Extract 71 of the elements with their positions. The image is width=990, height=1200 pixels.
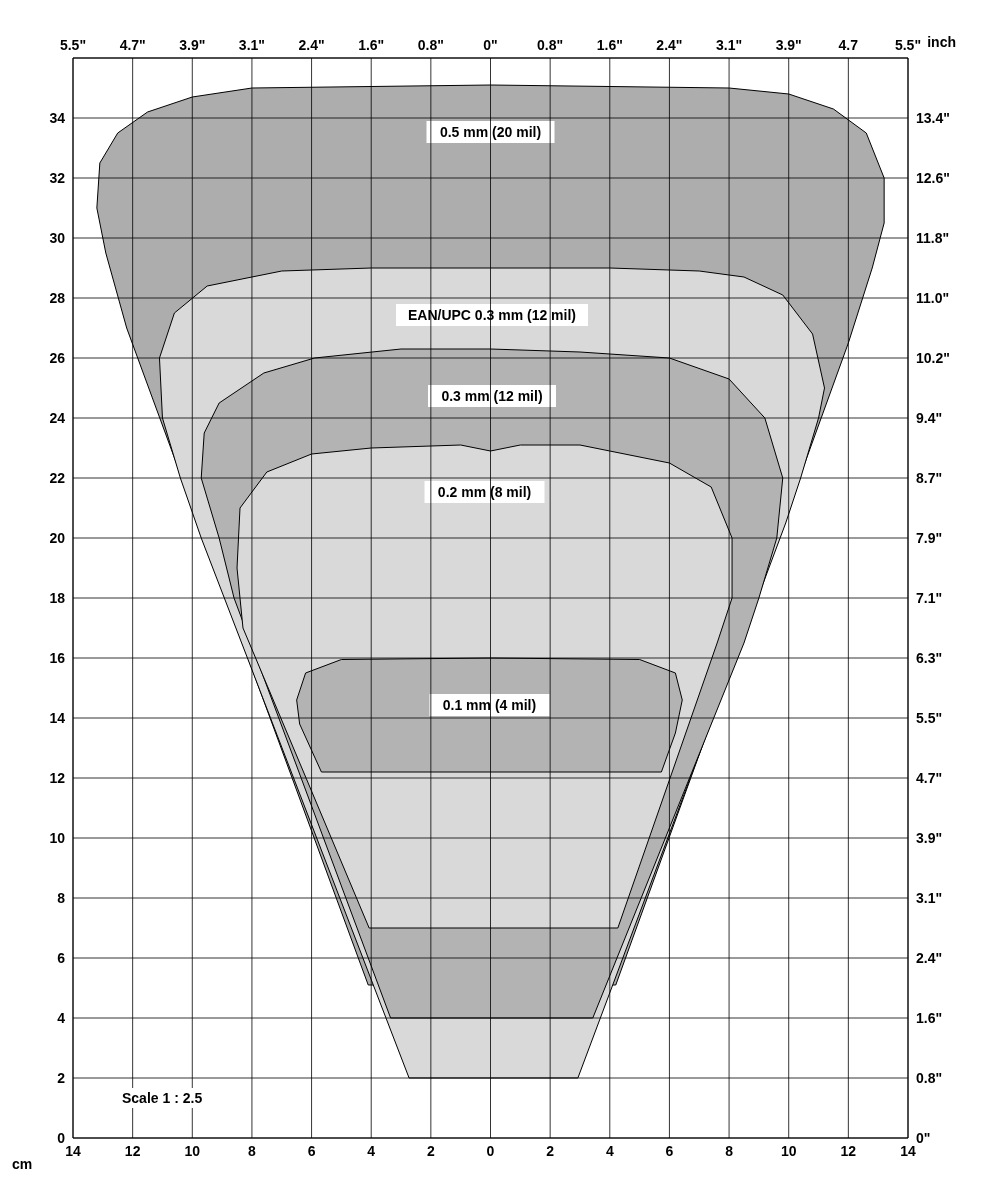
y-tick-label: 34 — [49, 109, 66, 126]
y-tick-label: 28 — [49, 289, 66, 306]
x-tick-label: 8 — [248, 1142, 257, 1159]
y2-tick-label: 7.9" — [916, 529, 943, 546]
x2-tick-label: 3.9" — [775, 37, 802, 53]
y-tick-label: 32 — [49, 169, 66, 186]
x2-tick-label: 4.7 — [838, 37, 859, 53]
y2-tick-label: 11.0" — [916, 289, 950, 306]
y-tick-label: 22 — [49, 469, 66, 486]
x-tick-label: 4 — [367, 1142, 376, 1159]
y2-tick-label: 3.9" — [916, 829, 943, 846]
series-label: 0.3 mm (12 mil) — [441, 388, 543, 404]
y2-tick-label: 4.7" — [916, 770, 943, 786]
y-tick-label: 10 — [49, 829, 66, 846]
y-tick-label: 6 — [57, 949, 66, 966]
x2-tick-label: 1.6" — [358, 37, 385, 53]
y2-tick-label: 7.1" — [916, 589, 943, 606]
y2-tick-label: 12.6" — [916, 169, 950, 186]
x2-tick-label: 0" — [483, 37, 498, 53]
y-tick-label: 20 — [49, 529, 66, 546]
annotation: Scale 1 : 2.5 — [118, 1088, 207, 1108]
y-tick-label: 0 — [57, 1129, 66, 1146]
y-tick-label: 18 — [49, 589, 66, 606]
y2-tick-label: 3.1" — [916, 889, 943, 906]
x-tick-label: 6 — [665, 1142, 674, 1159]
x-tick-label: 10 — [184, 1142, 201, 1159]
y2-tick-label: 10.2" — [916, 349, 950, 366]
x-tick-label: 4 — [605, 1142, 614, 1159]
y2-tick-label: 0.8" — [916, 1070, 943, 1086]
x-tick-label: 6 — [307, 1142, 316, 1159]
x2-tick-label: 5.5" — [894, 37, 922, 53]
y2-tick-label: 6.3" — [916, 649, 943, 666]
y2-axis-title: inch — [927, 34, 956, 50]
y2-tick-label: 9.4" — [916, 409, 943, 426]
y2-tick-label: 8.7" — [916, 469, 943, 486]
x-tick-label: 2 — [546, 1142, 555, 1159]
x-axis-title: cm — [12, 1156, 33, 1172]
x2-tick-label: 5.5" — [59, 37, 87, 53]
y2-tick-label: 1.6" — [916, 1009, 943, 1026]
x-tick-label: 12 — [840, 1142, 857, 1159]
series-label: 0.1 mm (4 mil) — [442, 697, 537, 713]
y-tick-label: 14 — [49, 709, 66, 726]
y2-tick-label: 11.8" — [916, 229, 950, 246]
y-tick-label: 8 — [57, 889, 66, 906]
x-tick-label: 0 — [486, 1142, 495, 1159]
y2-tick-label: 2.4" — [916, 949, 943, 966]
x-tick-label: 8 — [725, 1142, 734, 1159]
y-tick-label: 4 — [57, 1009, 66, 1026]
y-tick-label: 12 — [49, 769, 66, 786]
x2-tick-label: 3.1" — [716, 37, 743, 53]
y-tick-label: 30 — [49, 229, 66, 246]
x-tick-label: 14 — [900, 1142, 916, 1159]
y2-tick-label: 0" — [916, 1129, 931, 1146]
series-label: 0.5 mm (20 mil) — [439, 124, 542, 140]
x-tick-label: 12 — [124, 1142, 141, 1159]
x2-tick-label: 2.4" — [298, 37, 325, 53]
y-tick-label: 2 — [57, 1069, 66, 1086]
x2-tick-label: 3.9" — [179, 37, 206, 53]
x2-tick-label: 4.7" — [119, 37, 146, 53]
x2-tick-label: 3.1" — [238, 37, 265, 53]
x2-tick-label: 2.4" — [656, 37, 683, 53]
y-tick-label: 24 — [49, 409, 66, 426]
x2-tick-label: 0.8" — [417, 37, 444, 53]
y2-tick-label: 5.5" — [916, 709, 943, 726]
x-tick-label: 10 — [780, 1142, 797, 1159]
x2-tick-label: 0.8" — [537, 37, 564, 53]
y-tick-label: 16 — [49, 649, 66, 666]
y-tick-label: 26 — [49, 349, 66, 366]
x2-tick-label: 1.6" — [596, 37, 623, 53]
y2-tick-label: 13.4" — [916, 109, 950, 126]
x-tick-label: 2 — [426, 1142, 435, 1159]
